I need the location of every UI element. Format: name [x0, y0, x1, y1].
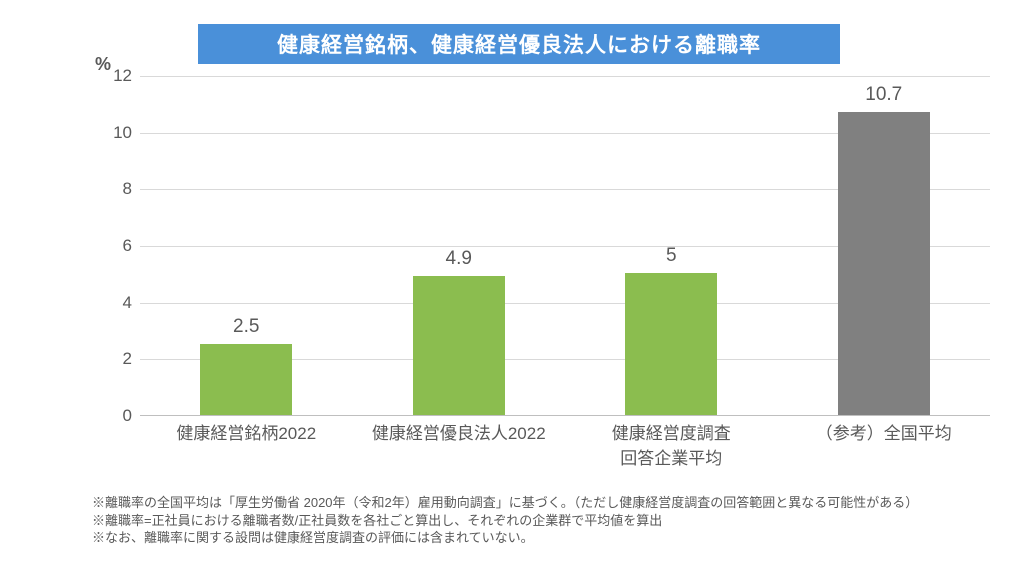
plot-area: 024681012 2.54.9510.7 — [140, 76, 990, 416]
footnote-line: ※離職率の全国平均は「厚生労働省 2020年（令和2年）雇用動向調査」に基づく。… — [92, 494, 918, 512]
x-tick-label: 健康経営優良法人2022 — [353, 422, 566, 471]
bar: 5 — [625, 273, 717, 415]
footnote-line: ※なお、離職率に関する設問は健康経営度調査の評価には含まれていない。 — [92, 529, 918, 547]
y-tick-label: 2 — [106, 349, 140, 369]
bar-value-label: 5 — [666, 245, 677, 273]
bar-value-label: 4.9 — [446, 248, 472, 276]
chart-area: 024681012 2.54.9510.7 健康経営銘柄2022健康経営優良法人… — [140, 76, 990, 436]
x-tick-label: 健康経営度調査回答企業平均 — [565, 422, 778, 471]
bars-container: 2.5 4.9 5 10.7 — [140, 76, 990, 415]
footnote-line: ※離職率=正社員における離職者数/正社員数を各社ごと算出し、それぞれの企業群で平… — [92, 512, 918, 530]
y-tick-label: 12 — [106, 66, 140, 86]
bar-slot: 10.7 — [778, 76, 991, 415]
chart-title: 健康経営銘柄、健康経営優良法人における離職率 — [198, 24, 840, 64]
footnotes: ※離職率の全国平均は「厚生労働省 2020年（令和2年）雇用動向調査」に基づく。… — [92, 494, 918, 547]
x-tick-label: （参考）全国平均 — [778, 422, 991, 471]
y-tick-label: 10 — [106, 123, 140, 143]
x-tick-label: 健康経営銘柄2022 — [140, 422, 353, 471]
y-tick-label: 0 — [106, 406, 140, 426]
y-tick-label: 6 — [106, 236, 140, 256]
bar-slot: 4.9 — [353, 76, 566, 415]
bar-slot: 5 — [565, 76, 778, 415]
bar: 2.5 — [200, 344, 292, 415]
bar: 10.7 — [838, 112, 930, 415]
y-tick-label: 8 — [106, 179, 140, 199]
bar-value-label: 2.5 — [233, 316, 259, 344]
bar: 4.9 — [413, 276, 505, 415]
y-tick-label: 4 — [106, 293, 140, 313]
bar-slot: 2.5 — [140, 76, 353, 415]
bar-value-label: 10.7 — [865, 84, 902, 112]
x-axis-labels: 健康経営銘柄2022健康経営優良法人2022健康経営度調査回答企業平均（参考）全… — [140, 422, 990, 471]
